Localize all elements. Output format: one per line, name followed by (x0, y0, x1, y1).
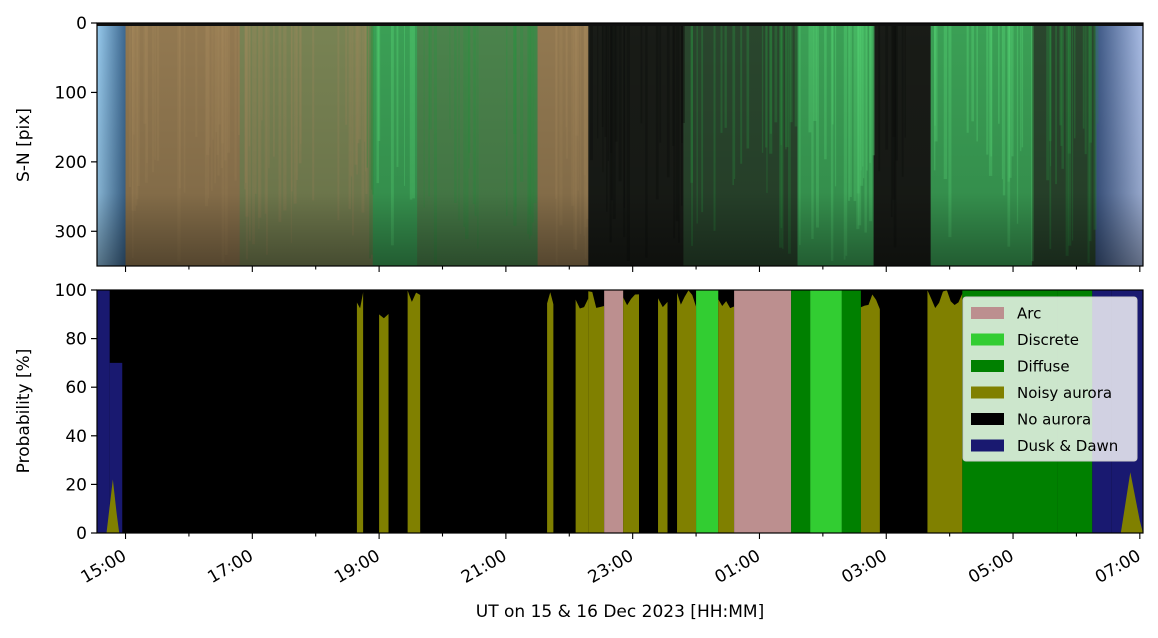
legend-box (962, 296, 1138, 462)
probability-x-tick-label: 19:00 (331, 546, 383, 588)
keogram-frame (96, 22, 1144, 267)
probability-x-tick-label: 07:00 (1092, 546, 1144, 588)
probability-area-noisy-aurora (547, 292, 554, 533)
legend-label: Arc (1017, 305, 1041, 323)
probability-area-arc (604, 290, 624, 533)
probability-x-ticks: 15:00 17:00 19:00 21:00 23:00 01:00 03:00 05:00… (78, 533, 1144, 588)
probability-y-label: Probability [%] (14, 349, 34, 474)
probability-area-arc (734, 290, 792, 533)
probability-y-tick-label: 100 (55, 281, 87, 301)
probability-area-noisy-aurora (677, 290, 697, 533)
probability-area-no-aurora (388, 290, 408, 533)
probability-area-noisy-aurora (718, 299, 735, 533)
keogram-y-ticks: 0 100 200 300 (55, 14, 97, 242)
legend-label: Discrete (1017, 331, 1079, 349)
probability-x-tick-label: 01:00 (712, 546, 764, 588)
probability-area-no-aurora (553, 290, 576, 533)
x-axis-label: UT on 15 & 16 Dec 2023 [HH:MM] (476, 602, 764, 622)
keogram-y-label: S-N [pix] (14, 108, 34, 182)
keogram-y-tick-label: 300 (55, 222, 87, 242)
probability-area-noisy-aurora (1120, 472, 1143, 533)
keogram-x-ticks (124, 266, 1141, 272)
legend-label: Diffuse (1017, 358, 1070, 376)
probability-x-tick-label: 05:00 (965, 546, 1017, 588)
probability-area-noisy-aurora (379, 313, 389, 533)
legend-swatch (971, 307, 1004, 319)
probability-area-noisy-aurora (407, 290, 421, 533)
probability-area-noisy-aurora (658, 298, 668, 533)
probability-y-tick-label: 40 (65, 427, 87, 447)
probability-area-noisy-aurora (623, 294, 640, 533)
probability-y-ticks: 0 20 40 60 80 100 (55, 281, 97, 544)
probability-x-tick-label: 15:00 (78, 546, 130, 588)
legend-swatch (971, 386, 1004, 399)
probability-area-noisy-aurora (106, 479, 120, 533)
keogram-shading (97, 23, 1143, 266)
probability-area-no-aurora (420, 290, 548, 533)
probability-area-no-aurora (667, 290, 678, 533)
probability-x-tick-label: 17:00 (204, 546, 256, 588)
probability-area-noisy-aurora (575, 298, 589, 533)
probability-area-no-aurora (639, 290, 659, 533)
probability-area-noisy-aurora (860, 294, 880, 533)
probability-x-tick-label: 03:00 (838, 546, 890, 588)
probability-areas (97, 290, 1143, 533)
probability-area-noisy-aurora (927, 290, 963, 533)
legend-swatch (971, 413, 1004, 425)
probability-legend: Arc Discrete Diffuse Noisy aurora No aurora D… (962, 296, 1138, 462)
probability-area-diffuse (791, 290, 811, 533)
keogram-y-tick-label: 0 (76, 14, 87, 34)
probability-x-tick-label: 23:00 (585, 546, 637, 588)
legend-label: No aurora (1017, 411, 1091, 429)
probability-area-no-aurora (122, 290, 357, 533)
probability-area-dusk-dawn (97, 290, 110, 533)
keogram-y-tick-label: 100 (55, 83, 87, 103)
probability-area-diffuse (841, 290, 861, 533)
probability-area-no-aurora (879, 290, 928, 533)
keogram-panel: 0 100 200 300 S-N [pix] (14, 14, 1144, 272)
probability-area-discrete (810, 290, 842, 533)
legend-swatch (971, 360, 1004, 372)
probability-frame (96, 289, 1144, 534)
legend-label: Dusk & Dawn (1017, 437, 1118, 455)
legend-swatch (971, 439, 1004, 452)
legend-swatch (971, 333, 1004, 346)
probability-y-tick-label: 80 (65, 330, 87, 350)
keogram-y-tick-label: 200 (55, 153, 87, 173)
probability-area-noisy-aurora (356, 291, 364, 533)
probability-y-tick-label: 20 (65, 475, 87, 495)
probability-y-tick-label: 60 (65, 378, 87, 398)
legend-label: Noisy aurora (1017, 384, 1112, 402)
probability-x-tick-label: 21:00 (458, 546, 510, 588)
probability-area-noisy-aurora (588, 291, 605, 533)
probability-area-no-aurora (363, 290, 380, 533)
probability-panel: 0 20 40 60 80 100 15:00 17:00 19:00 21:00 23:00 01… (14, 281, 1144, 588)
probability-y-tick-label: 0 (76, 524, 87, 544)
probability-area-discrete (696, 290, 719, 533)
